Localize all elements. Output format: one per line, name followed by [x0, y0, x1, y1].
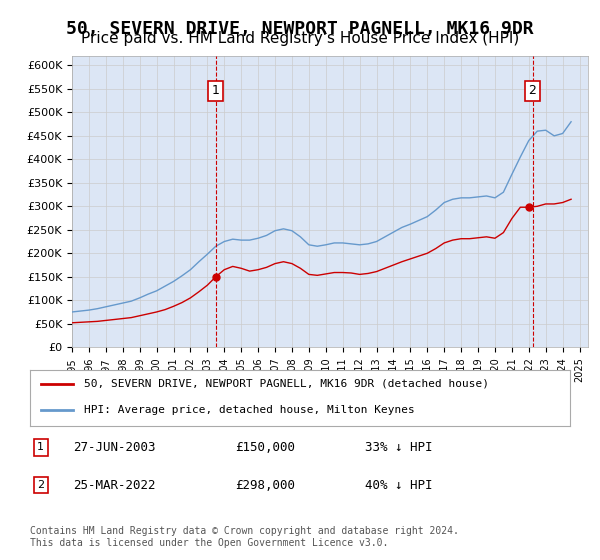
- Text: 1: 1: [212, 85, 220, 97]
- Text: 2: 2: [529, 85, 536, 97]
- Text: Contains HM Land Registry data © Crown copyright and database right 2024.
This d: Contains HM Land Registry data © Crown c…: [30, 526, 459, 548]
- Text: 25-MAR-2022: 25-MAR-2022: [73, 479, 156, 492]
- Text: HPI: Average price, detached house, Milton Keynes: HPI: Average price, detached house, Milt…: [84, 405, 415, 415]
- Text: Price paid vs. HM Land Registry's House Price Index (HPI): Price paid vs. HM Land Registry's House …: [81, 31, 519, 46]
- Text: 2: 2: [37, 480, 44, 490]
- Text: 27-JUN-2003: 27-JUN-2003: [73, 441, 156, 454]
- Text: 50, SEVERN DRIVE, NEWPORT PAGNELL, MK16 9DR: 50, SEVERN DRIVE, NEWPORT PAGNELL, MK16 …: [66, 20, 534, 38]
- Text: 33% ↓ HPI: 33% ↓ HPI: [365, 441, 432, 454]
- Text: 40% ↓ HPI: 40% ↓ HPI: [365, 479, 432, 492]
- Text: 1: 1: [37, 442, 44, 452]
- Text: £298,000: £298,000: [235, 479, 295, 492]
- Text: 50, SEVERN DRIVE, NEWPORT PAGNELL, MK16 9DR (detached house): 50, SEVERN DRIVE, NEWPORT PAGNELL, MK16 …: [84, 379, 489, 389]
- Text: £150,000: £150,000: [235, 441, 295, 454]
